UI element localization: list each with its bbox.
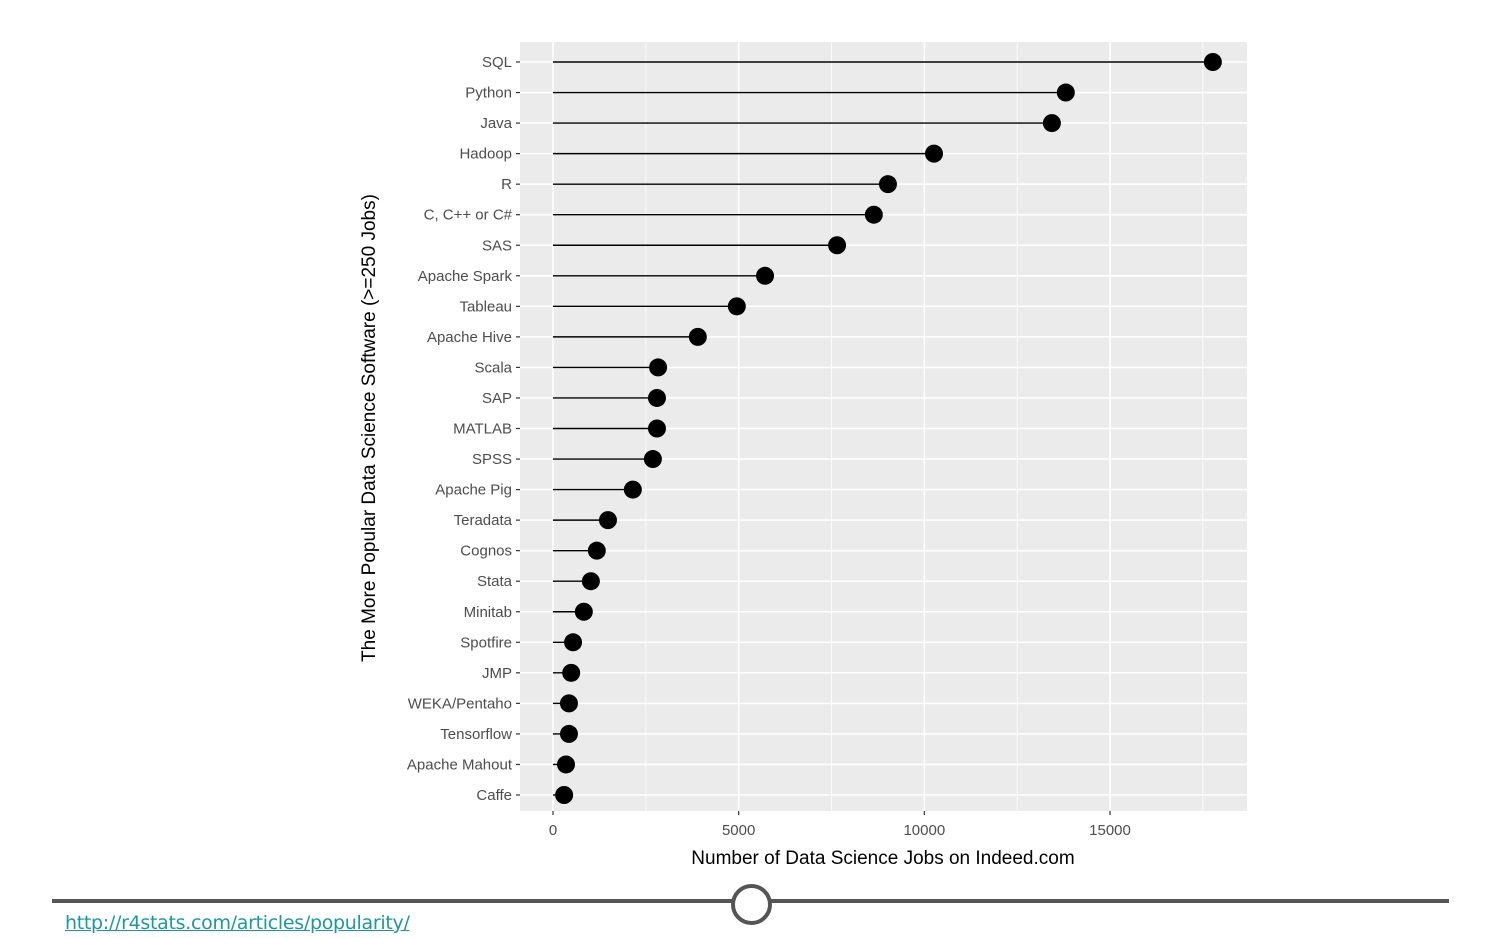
y-tick-label: Hadoop xyxy=(459,146,512,163)
lollipop-dot xyxy=(756,266,775,285)
y-tick-label: MATLAB xyxy=(453,421,512,438)
x-axis-title: Number of Data Science Jobs on Indeed.co… xyxy=(691,848,1074,869)
x-tick-marks xyxy=(552,811,1111,815)
y-tick-label: Tableau xyxy=(459,298,512,315)
source-link[interactable]: http://r4stats.com/articles/popularity/ xyxy=(65,912,410,934)
lollipop-dot xyxy=(864,205,883,224)
lollipop-dot xyxy=(587,541,606,560)
x-tick-labels: 0 5000 10000 15000 xyxy=(549,822,1131,839)
x-tick-label: 15000 xyxy=(1089,822,1131,839)
lollipop-dots xyxy=(555,53,1222,804)
lollipop-dot xyxy=(1056,83,1075,102)
lollipop-dot xyxy=(878,175,897,194)
lollipop-dot xyxy=(727,297,746,316)
lollipop-dot xyxy=(1042,114,1061,133)
y-tick-label: Minitab xyxy=(464,604,512,621)
y-tick-label: Python xyxy=(465,85,512,102)
y-tick-label: R xyxy=(501,176,512,193)
y-tick-label: Apache Pig xyxy=(435,482,512,499)
plot-panel xyxy=(520,42,1247,811)
lollipop-dot xyxy=(1203,53,1222,71)
y-tick-label: Teradata xyxy=(454,512,513,529)
y-tick-label: SAS xyxy=(482,237,512,254)
y-tick-label: Tensorflow xyxy=(440,726,512,743)
y-tick-label: Spotfire xyxy=(460,634,512,651)
y-tick-label: Apache Spark xyxy=(418,268,513,285)
y-tick-label: C, C++ or C# xyxy=(424,207,513,224)
y-tick-label: Caffe xyxy=(476,787,512,804)
x-tick-label: 0 xyxy=(549,822,557,839)
y-tick-label: WEKA/Pentaho xyxy=(408,695,512,712)
y-tick-labels: SQL Python Java Hadoop R C, C++ or C# SAS Apach… xyxy=(407,54,513,804)
y-tick-label: Apache Mahout xyxy=(407,756,513,773)
lollipop-dot xyxy=(564,633,583,652)
lollipop-dot xyxy=(688,327,707,346)
x-tick-label: 10000 xyxy=(903,822,945,839)
lollipop-stems xyxy=(553,61,1213,796)
lollipop-dot xyxy=(828,236,847,255)
circle-ornament-icon xyxy=(731,884,772,925)
lollipop-dot xyxy=(581,572,600,591)
major-gridlines-x xyxy=(552,42,1111,811)
y-tick-label: Apache Hive xyxy=(427,329,512,346)
lollipop-dot xyxy=(559,694,578,713)
y-tick-label: SQL xyxy=(482,54,512,71)
lollipop-dot xyxy=(647,419,666,438)
lollipop-dot xyxy=(556,755,575,774)
y-axis-title: The More Popular Data Science Software (… xyxy=(359,194,380,662)
lollipop-dot xyxy=(647,388,666,407)
lollipop-dot xyxy=(574,602,593,621)
lollipop-dot xyxy=(559,724,578,743)
y-tick-marks xyxy=(516,61,520,796)
lollipop-dot xyxy=(598,511,617,530)
y-tick-label: Stata xyxy=(477,573,513,590)
y-tick-label: SPSS xyxy=(472,451,512,468)
y-tick-label: Java xyxy=(480,115,512,132)
y-tick-label: Cognos xyxy=(460,543,512,560)
lollipop-dot xyxy=(555,786,574,804)
x-tick-label: 5000 xyxy=(722,822,755,839)
y-tick-label: JMP xyxy=(482,665,512,682)
lollipop-dot xyxy=(562,663,581,682)
lollipop-dot xyxy=(643,450,662,469)
y-tick-label: Scala xyxy=(474,359,512,376)
lollipop-dot xyxy=(649,358,668,377)
lollipop-dot xyxy=(623,480,642,499)
lollipop-dot xyxy=(924,144,943,163)
y-tick-label: SAP xyxy=(482,390,512,407)
minor-gridlines-x xyxy=(645,42,1204,811)
